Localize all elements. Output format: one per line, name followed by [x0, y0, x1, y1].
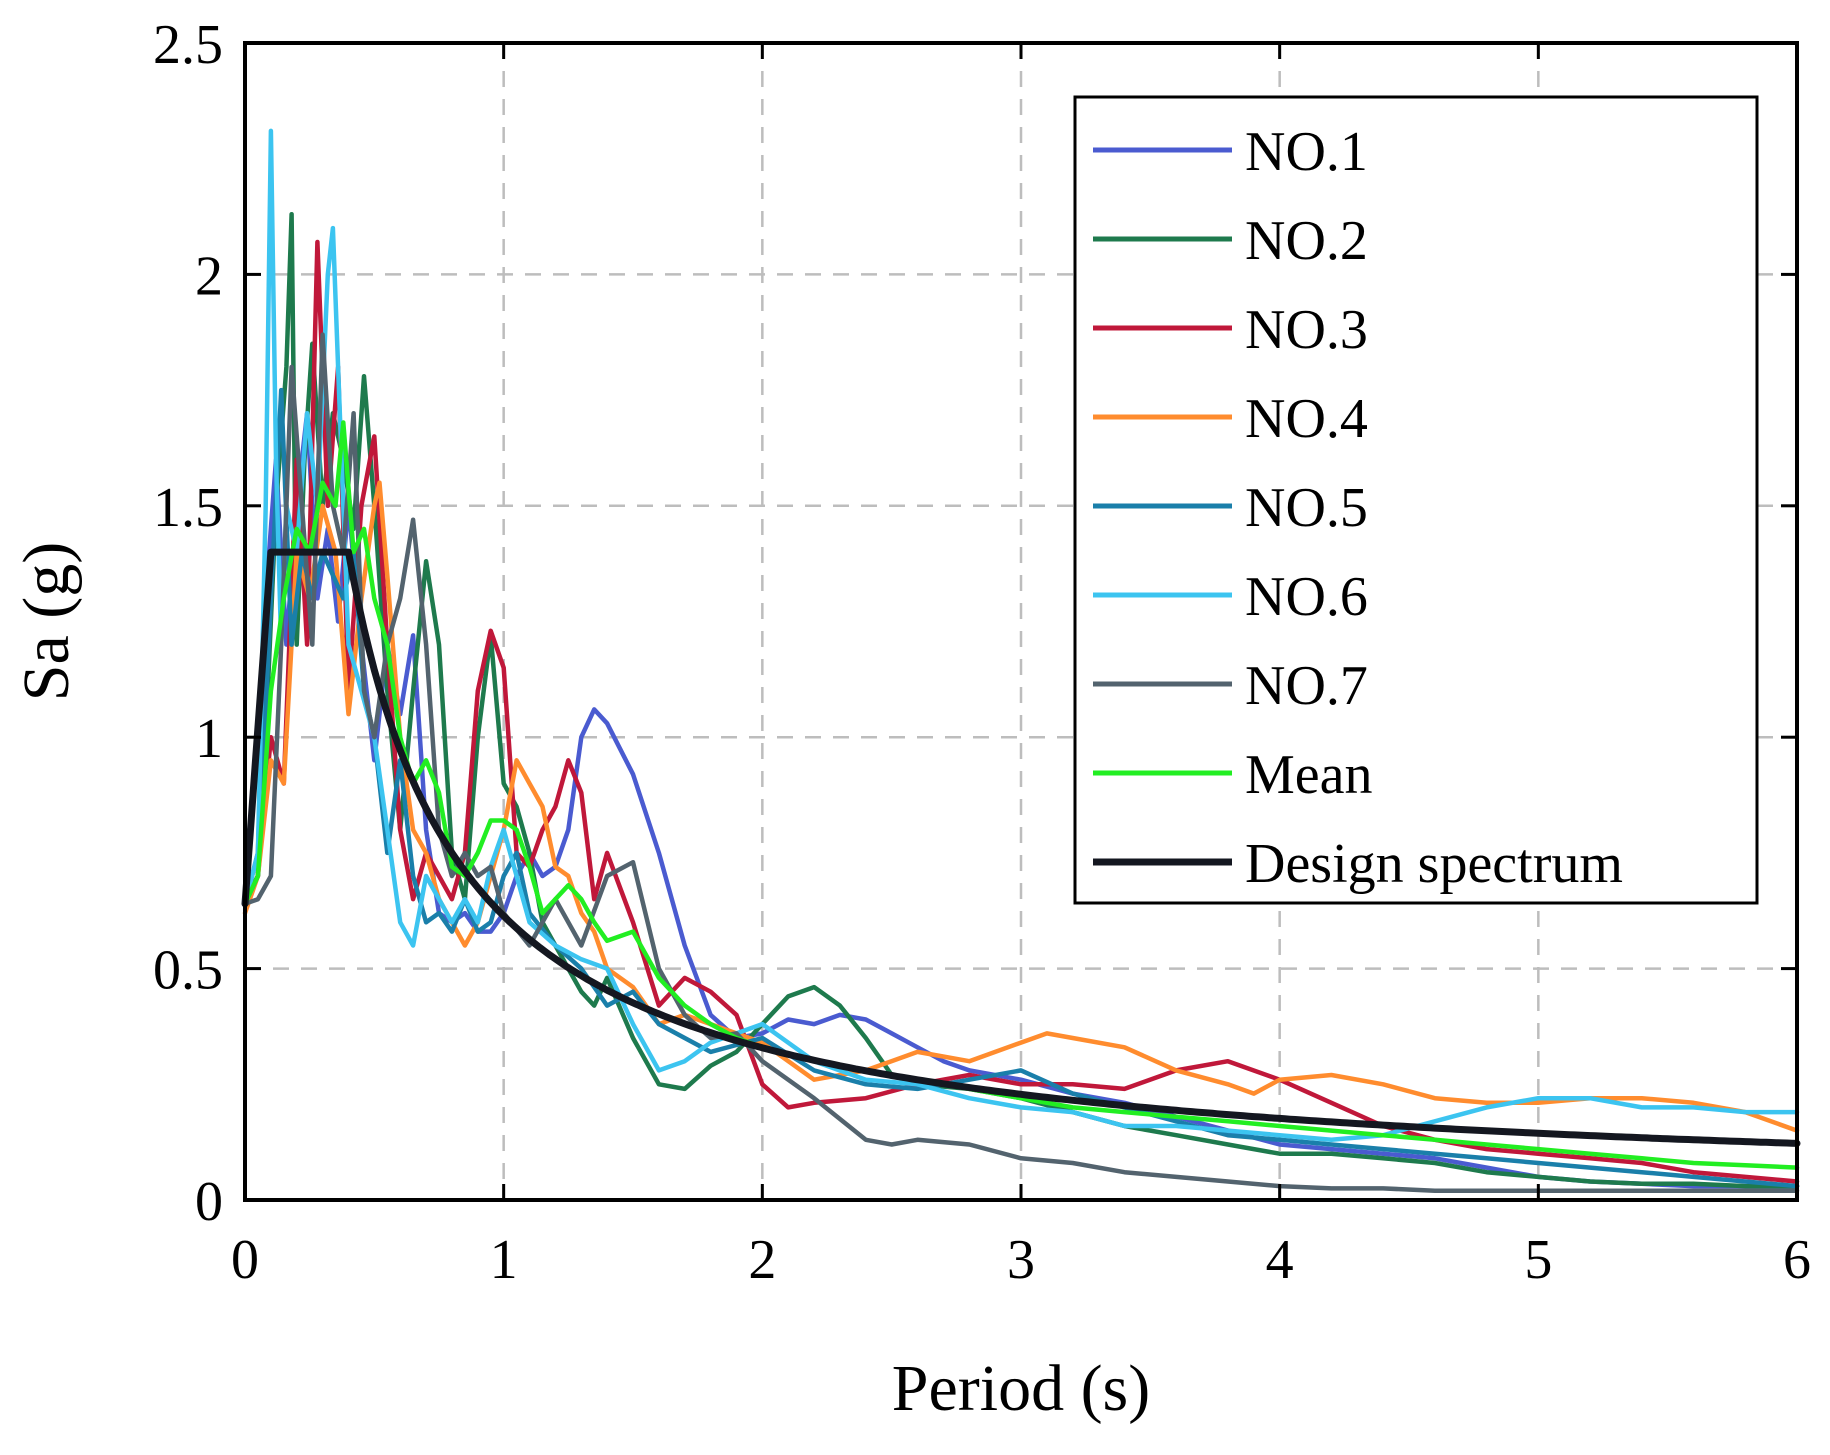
legend-label: NO.3: [1245, 299, 1368, 361]
legend-item-8: Mean: [1093, 744, 1373, 806]
x-tick-label-5: 5: [1524, 1229, 1552, 1291]
x-tick-label-2: 2: [748, 1229, 776, 1291]
x-tick-label-3: 3: [1007, 1229, 1035, 1291]
x-tick-label-1: 1: [490, 1229, 518, 1291]
legend-label: NO.4: [1245, 388, 1368, 450]
series-line-no-3: [242, 239, 1800, 1184]
y-tick-label-3: 1.5: [153, 477, 223, 539]
axis-ticks: [243, 41, 1799, 1202]
y-tick-label-1: 0.5: [153, 940, 223, 1002]
series-line-design-spectrum: [241, 548, 1801, 1147]
y-tick-labels: 0 0.5 1 1.5 2 2.5: [153, 14, 223, 1233]
legend-item-3: NO.3: [1093, 299, 1368, 361]
legend: NO.1 NO.2 NO.3 NO.4 NO.5 NO.6 NO.7 Mean Design s…: [1073, 95, 1759, 905]
legend-item-5: NO.5: [1093, 477, 1368, 539]
legend-item-2: NO.2: [1093, 210, 1368, 272]
legend-item-7: NO.7: [1093, 655, 1368, 717]
legend-label: NO.2: [1245, 210, 1368, 272]
y-axis-label: Sa (g): [10, 542, 83, 701]
legend-item-6: NO.6: [1093, 566, 1368, 628]
y-tick-label-5: 2.5: [153, 14, 223, 76]
y-tick-label-2: 1: [195, 708, 223, 770]
legend-box: [1073, 95, 1759, 905]
legend-label: NO.1: [1245, 121, 1368, 183]
x-tick-label-0: 0: [231, 1229, 259, 1291]
series-line-no-7: [242, 332, 1800, 1193]
y-tick-label-4: 2: [195, 245, 223, 307]
legend-label: Design spectrum: [1245, 833, 1623, 895]
legend-item-1: NO.1: [1093, 121, 1368, 183]
x-axis-label: Period (s): [892, 1352, 1150, 1425]
x-tick-label-6: 6: [1783, 1229, 1811, 1291]
series-lines: [241, 128, 1801, 1193]
legend-label: NO.5: [1245, 477, 1368, 539]
legend-items: NO.1 NO.2 NO.3 NO.4 NO.5 NO.6 NO.7 Mean Design s…: [1093, 121, 1623, 895]
legend-label: NO.7: [1245, 655, 1368, 717]
legend-label: NO.6: [1245, 566, 1368, 628]
series-line-mean: [242, 420, 1800, 1170]
x-tick-label-4: 4: [1266, 1229, 1294, 1291]
series-line-no-5: [242, 387, 1800, 1189]
legend-item-4: NO.4: [1093, 388, 1368, 450]
legend-label: Mean: [1245, 744, 1373, 806]
legend-item-9: Design spectrum: [1093, 833, 1623, 895]
y-tick-label-0: 0: [195, 1171, 223, 1233]
x-tick-labels: 0 1 2 3 4 5 6: [231, 1229, 1811, 1291]
